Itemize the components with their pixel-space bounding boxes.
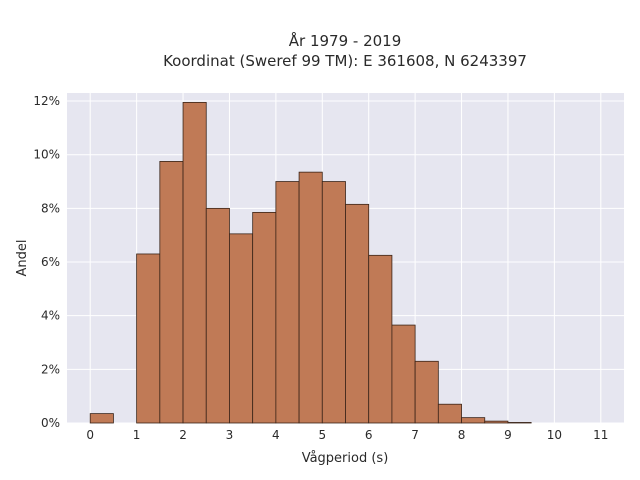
histogram-bar (437, 403, 462, 424)
y-tick-label: 12% (33, 94, 60, 108)
histogram-bar (159, 161, 184, 424)
histogram-bar (229, 233, 254, 424)
y-tick-label: 10% (33, 148, 60, 162)
x-tick-label: 7 (411, 428, 419, 442)
histogram-bar (321, 181, 346, 424)
x-tick-label: 5 (318, 428, 326, 442)
y-tick-label: 2% (41, 362, 60, 376)
x-tick-label: 1 (133, 428, 141, 442)
histogram-bar (89, 413, 114, 424)
chart-title-line-2: Koordinat (Sweref 99 TM): E 361608, N 62… (163, 52, 527, 70)
x-tick-label: 2 (179, 428, 187, 442)
chart-title-line-1: År 1979 - 2019 (289, 31, 402, 50)
x-tick-label: 10 (547, 428, 562, 442)
x-tick-label: 4 (272, 428, 280, 442)
y-tick-label: 4% (41, 309, 60, 323)
x-tick-label: 3 (226, 428, 234, 442)
histogram-bar (461, 417, 486, 424)
x-tick-label: 0 (86, 428, 94, 442)
y-tick-labels: 0% 2% 4% 6% 8% 10% 12% (33, 94, 60, 430)
histogram-bar (414, 360, 439, 424)
histogram-bar (391, 324, 416, 424)
x-tick-labels: 0 1 2 3 4 5 6 7 8 9 10 11 (86, 428, 608, 442)
bars (89, 101, 532, 424)
y-axis-label: Andel (15, 240, 30, 277)
x-tick-label: 8 (458, 428, 466, 442)
x-tick-label: 11 (593, 428, 608, 442)
histogram-bar (507, 422, 532, 424)
histogram-bar (298, 171, 323, 424)
histogram-bar (275, 181, 300, 424)
y-tick-label: 8% (41, 201, 60, 215)
histogram-bar (345, 203, 370, 424)
histogram-bar (252, 211, 277, 424)
histogram-bar (205, 207, 230, 424)
x-axis-label: Vågperiod (s) (302, 451, 389, 466)
x-tick-label: 9 (504, 428, 512, 442)
histogram-bar (182, 101, 207, 424)
y-tick-label: 6% (41, 255, 60, 269)
y-tick-label: 0% (41, 416, 60, 430)
x-tick-label: 6 (365, 428, 373, 442)
histogram-bar (368, 254, 393, 424)
histogram-bar (136, 253, 161, 424)
histogram-bar (484, 420, 509, 424)
